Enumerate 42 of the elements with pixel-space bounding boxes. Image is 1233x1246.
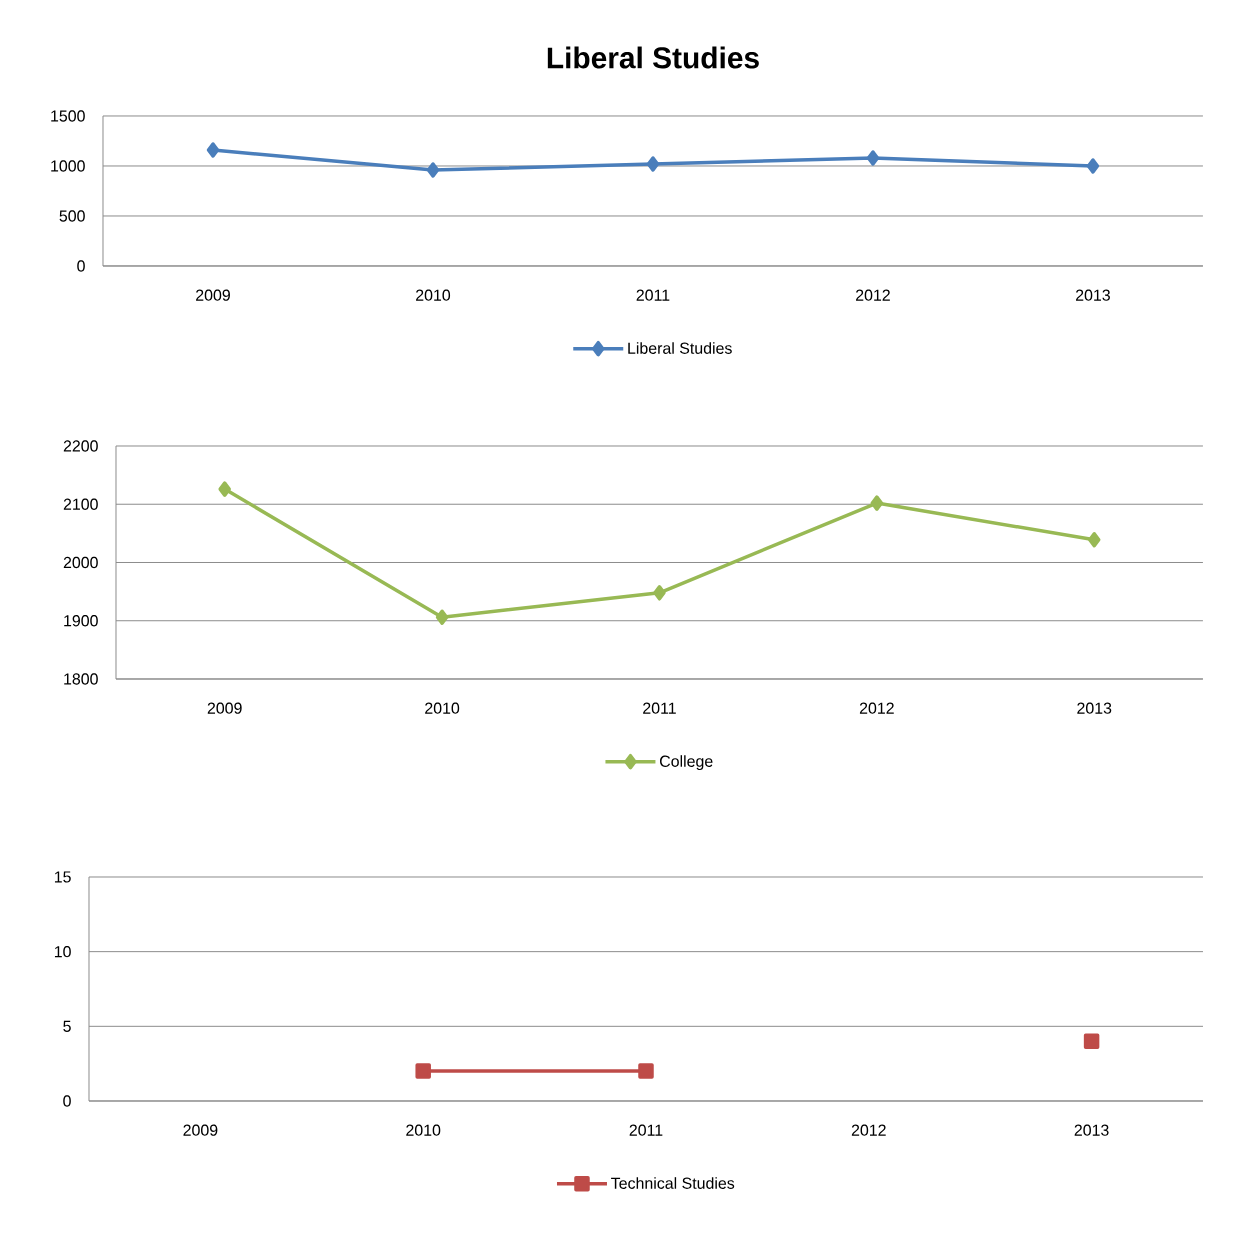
- point: [218, 481, 231, 497]
- legend-label: Technical Studies: [611, 1177, 735, 1189]
- x-tick-label: 2013: [1077, 702, 1112, 714]
- y-tick-label: 5: [63, 1020, 71, 1032]
- point: [653, 585, 666, 601]
- x-tick-label: 2010: [425, 702, 460, 714]
- x-tick-label: 2012: [859, 702, 894, 714]
- y-tick-label: 1000: [51, 160, 85, 172]
- x-tick-label: 2009: [196, 289, 230, 301]
- x-tick-label: 2010: [406, 1124, 441, 1136]
- point: [866, 150, 880, 166]
- y-tick-label: 0: [77, 260, 85, 272]
- legend-label: Liberal Studies: [628, 342, 732, 354]
- y-tick-label: 15: [54, 871, 71, 883]
- y-tick-label: 1800: [64, 673, 98, 685]
- point: [1088, 532, 1101, 548]
- y-tick-label: 0: [63, 1095, 71, 1107]
- x-tick-label: 2012: [851, 1124, 886, 1136]
- y-tick-label: 2100: [63, 498, 98, 510]
- point: [870, 495, 884, 511]
- x-tick-label: 2011: [636, 289, 670, 301]
- x-tick-label: 2009: [207, 702, 242, 714]
- x-tick-label: 2011: [629, 1124, 663, 1136]
- x-tick-label: 2012: [856, 289, 890, 301]
- x-tick-label: 2009: [183, 1124, 218, 1136]
- point: [426, 162, 440, 178]
- x-tick-label: 2011: [643, 702, 676, 714]
- point: [435, 609, 449, 625]
- y-tick-label: 2200: [63, 440, 98, 452]
- legend-label: College: [660, 755, 713, 771]
- x-tick-label: 2013: [1076, 289, 1110, 301]
- y-tick-label: 500: [59, 210, 85, 222]
- y-tick-label: 2000: [63, 556, 98, 569]
- chart-title: Liberal Studies: [547, 46, 759, 69]
- x-tick-label: 2013: [1074, 1124, 1109, 1136]
- point: [1086, 158, 1100, 174]
- point: [646, 156, 660, 172]
- point: [206, 142, 220, 158]
- y-tick-label: 1900: [64, 615, 98, 627]
- x-tick-label: 2010: [416, 289, 451, 301]
- y-tick-label: 1500: [51, 110, 85, 122]
- y-tick-label: 10: [54, 946, 71, 958]
